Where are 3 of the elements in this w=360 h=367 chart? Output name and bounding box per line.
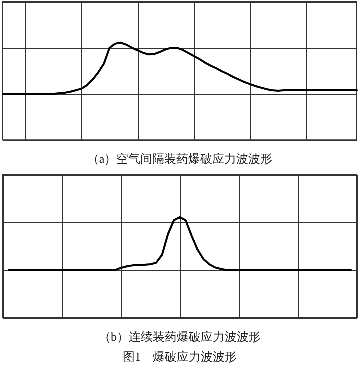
- x-axis-title: （a）空气间隔装药爆破应力波波形: [87, 152, 273, 166]
- caption: 图1 爆破应力波波形: [123, 350, 237, 364]
- x-axis-title: （b）连续装药爆破应力波波形: [99, 330, 261, 344]
